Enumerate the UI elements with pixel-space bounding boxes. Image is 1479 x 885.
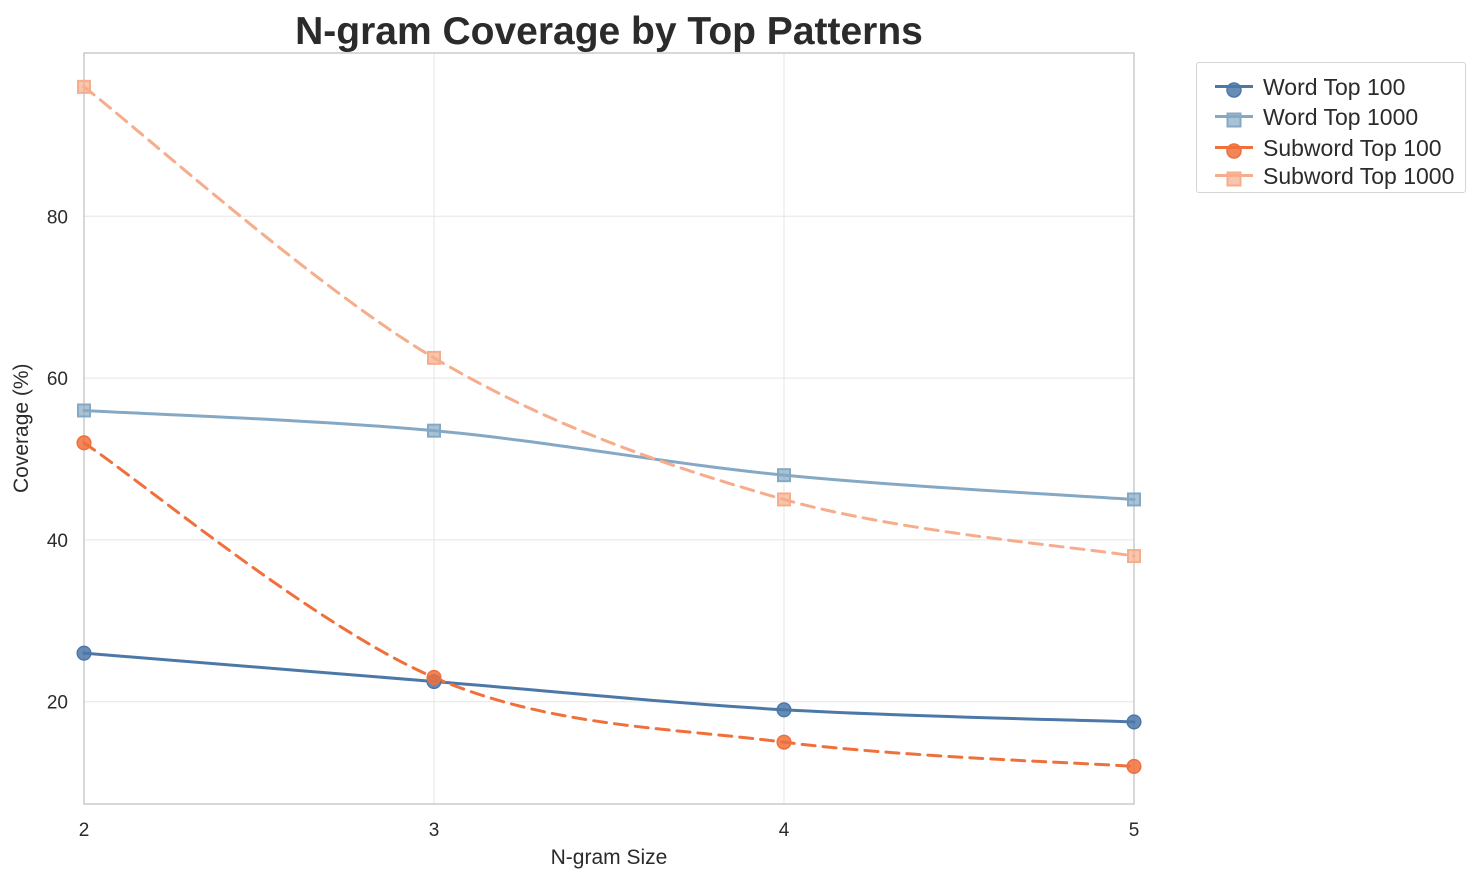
svg-text:80: 80 <box>47 207 68 228</box>
svg-text:5: 5 <box>1129 820 1140 841</box>
svg-text:2: 2 <box>79 820 90 841</box>
svg-text:60: 60 <box>47 369 68 390</box>
svg-text:3: 3 <box>429 820 440 841</box>
svg-text:40: 40 <box>47 531 68 552</box>
svg-text:4: 4 <box>779 820 790 841</box>
svg-text:20: 20 <box>47 693 68 714</box>
